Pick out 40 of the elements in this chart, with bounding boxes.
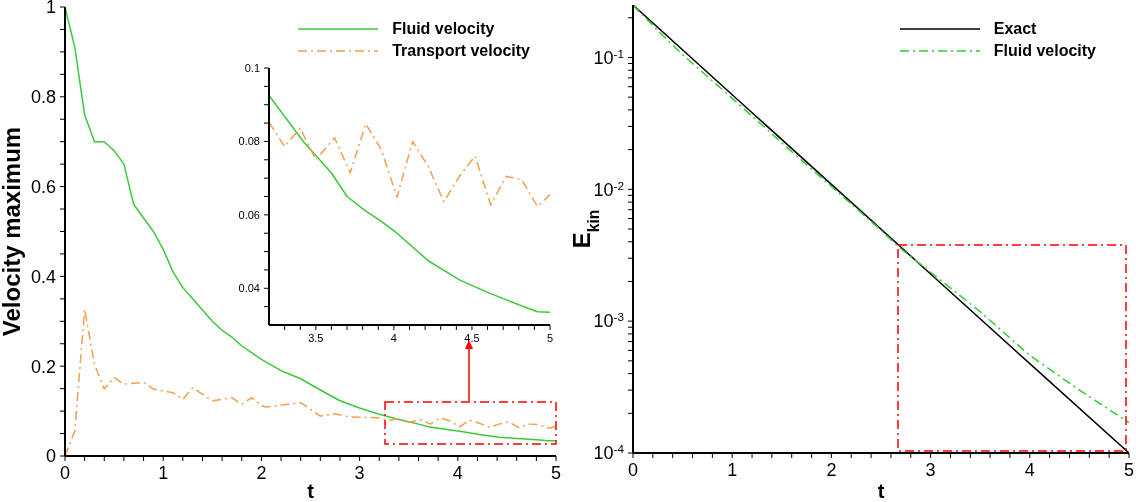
y-tick-label: 0 — [45, 446, 56, 467]
x-tick-label: 4 — [1024, 460, 1035, 481]
y-tick-label: 10$^{-2}$ — [593, 178, 624, 200]
legend-label: Exact — [993, 20, 1037, 38]
x-tick-label: 1 — [727, 460, 738, 481]
x-tick-label: 4.5 — [464, 331, 480, 344]
line-series — [269, 121, 550, 208]
y-tick-label: 0.06 — [238, 208, 260, 221]
y-tick-label: 0.04 — [238, 282, 260, 295]
line-series — [269, 94, 550, 313]
y-tick-label: 0.6 — [30, 176, 56, 197]
legend-label: Transport velocity — [392, 42, 530, 60]
x-tick-label: 4 — [390, 331, 397, 344]
y-axis-title: Velocity maximum — [0, 126, 25, 337]
y-tick-label: 0.2 — [30, 356, 56, 377]
x-axis-title: t — [307, 480, 315, 502]
x-tick-label: 3.5 — [308, 331, 324, 344]
x-tick-label: 5 — [550, 463, 562, 484]
y-tick-label: 1 — [45, 0, 56, 18]
x-tick-label: 0 — [627, 460, 639, 481]
x-tick-label: 3 — [925, 460, 936, 481]
line-series — [65, 7, 556, 442]
y-tick-label: 0.08 — [238, 135, 260, 148]
x-tick-label: 5 — [1123, 460, 1135, 481]
x-tick-label: 1 — [158, 463, 169, 484]
y-tick-label: 10$^{-4}$ — [593, 441, 625, 464]
x-tick-label: 4 — [452, 463, 463, 484]
x-axis-title: t — [877, 480, 885, 502]
x-tick-label: 5 — [546, 331, 554, 344]
y-tick-label: 10$^{-3}$ — [593, 309, 624, 332]
y-tick-label: 0.1 — [244, 61, 260, 74]
y-tick-label: 0.4 — [30, 266, 56, 287]
legend-label: Fluid velocity — [392, 20, 495, 38]
legend-label: Fluid velocity — [993, 42, 1096, 60]
x-tick-label: 2 — [826, 460, 837, 481]
y-tick-label: 10$^{-1}$ — [593, 46, 624, 68]
x-tick-label: 0 — [59, 463, 71, 484]
x-tick-label: 2 — [256, 463, 267, 484]
x-tick-label: 3 — [354, 463, 365, 484]
y-tick-label: 0.8 — [30, 87, 56, 108]
